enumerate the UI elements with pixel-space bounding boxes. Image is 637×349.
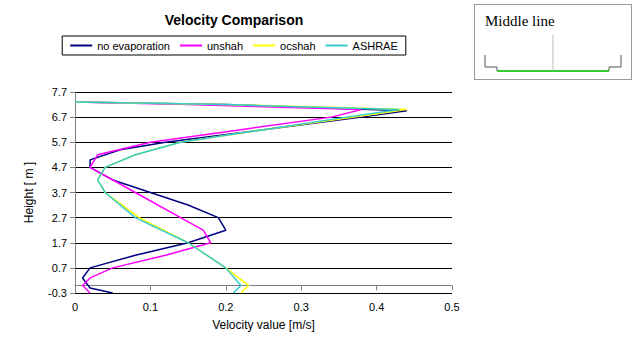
svg-text:Velocity Comparison: Velocity Comparison xyxy=(165,12,303,28)
svg-text:4.7: 4.7 xyxy=(52,161,67,173)
svg-text:Height [ m ]: Height [ m ] xyxy=(22,162,36,223)
svg-text:ocshah: ocshah xyxy=(280,40,315,52)
svg-text:1.7: 1.7 xyxy=(52,237,67,249)
svg-text:7.7: 7.7 xyxy=(52,86,67,98)
svg-text:unshah: unshah xyxy=(207,40,243,52)
svg-text:Velocity value [m/s]: Velocity value [m/s] xyxy=(212,318,315,332)
svg-text:6.7: 6.7 xyxy=(52,111,67,123)
svg-text:ASHRAE: ASHRAE xyxy=(353,40,398,52)
svg-text:no evaporation: no evaporation xyxy=(97,40,170,52)
svg-text:0: 0 xyxy=(72,301,78,313)
svg-text:5.7: 5.7 xyxy=(52,136,67,148)
svg-text:2.7: 2.7 xyxy=(52,212,67,224)
svg-text:0.3: 0.3 xyxy=(294,301,309,313)
svg-text:0.1: 0.1 xyxy=(143,301,158,313)
svg-text:0.4: 0.4 xyxy=(369,301,384,313)
svg-text:3.7: 3.7 xyxy=(52,187,67,199)
html-text:Middle line: Middle line xyxy=(485,13,555,29)
svg-text:0.5: 0.5 xyxy=(444,301,459,313)
svg-text:0.2: 0.2 xyxy=(218,301,233,313)
svg-text:0.7: 0.7 xyxy=(52,262,67,274)
svg-text:-0.3: -0.3 xyxy=(48,287,67,299)
